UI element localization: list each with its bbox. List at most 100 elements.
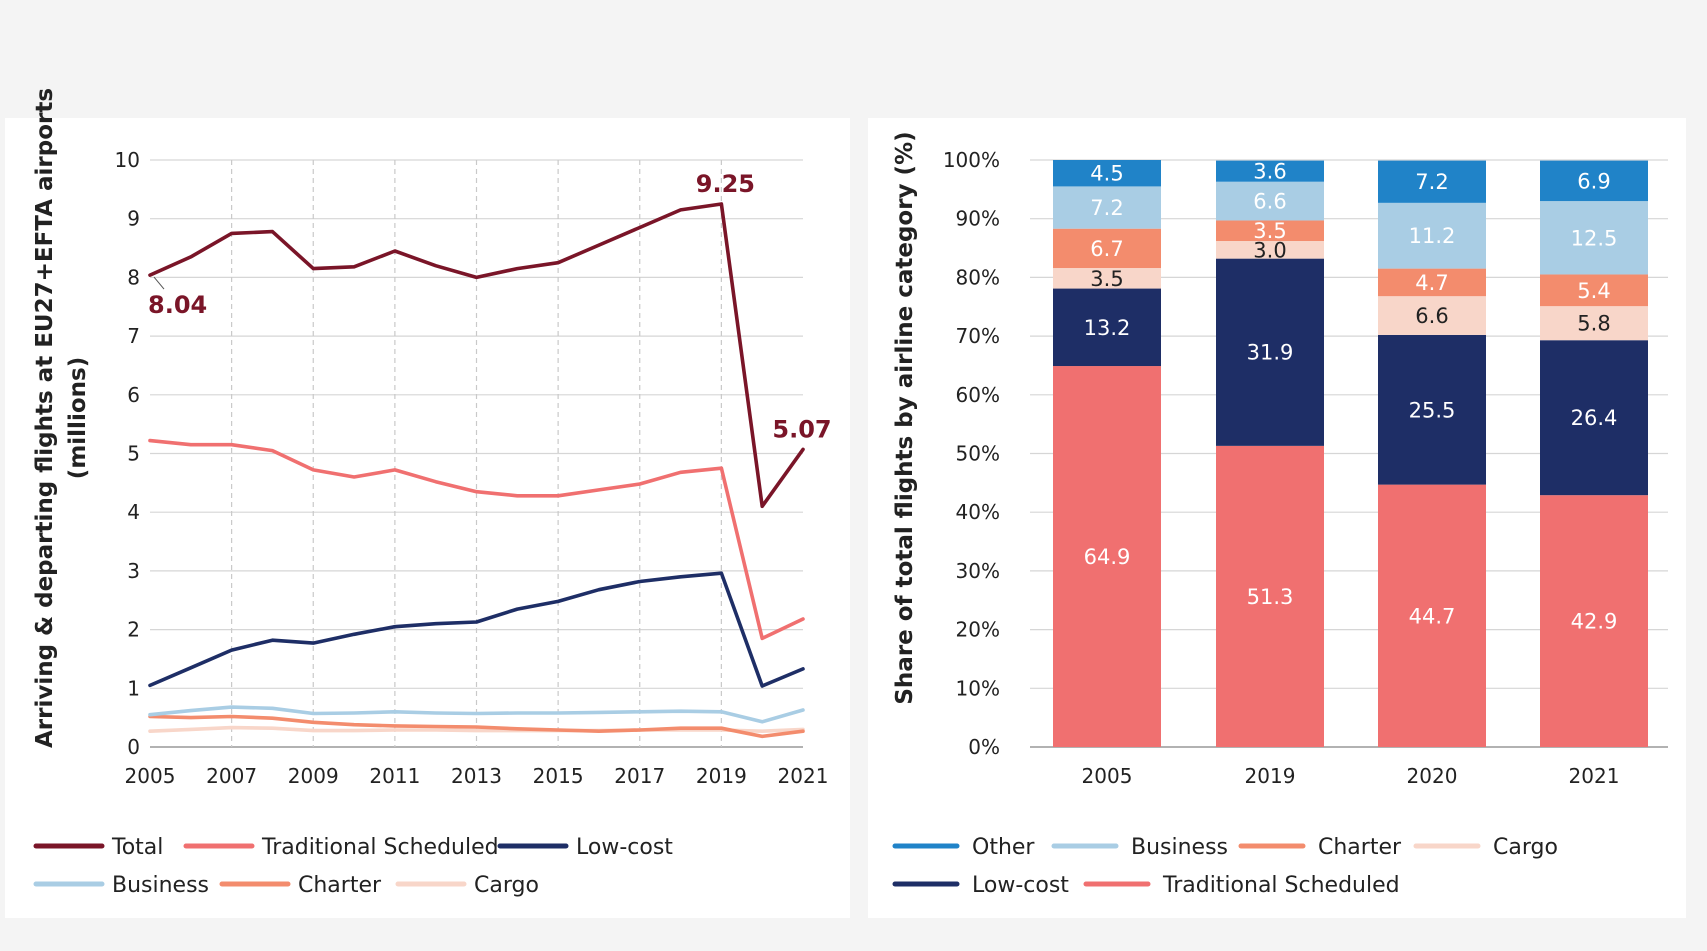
line-xtick-2005: 2005: [125, 764, 176, 788]
bar-segment-other-2021: [1540, 160, 1648, 202]
line-chart-ylabel-line1: Arriving & departing flights at EU27+EFT…: [32, 88, 58, 748]
data-label-low-cost-2020: 25.5: [1409, 398, 1456, 422]
data-label-other-2019: 3.6: [1253, 160, 1286, 184]
bar-segment-business-2019: [1216, 181, 1324, 221]
bar-legend-label-low-cost: Low-cost: [972, 873, 1069, 898]
bar-legend-label-business: Business: [1131, 835, 1228, 860]
data-label-business-2019: 6.6: [1253, 190, 1286, 214]
data-label-traditional-scheduled-2021: 42.9: [1571, 610, 1618, 634]
line-xtick-2011: 2011: [369, 764, 420, 788]
data-label-traditional-scheduled-2020: 44.7: [1409, 604, 1456, 628]
legend-label-total: Total: [111, 835, 163, 860]
line-ytick-2: 2: [127, 618, 140, 642]
annotation-9-25: 9.25: [696, 170, 755, 198]
bar-ytick-20: 20%: [956, 618, 1000, 642]
data-label-low-cost-2005: 13.2: [1084, 316, 1131, 340]
legend-label-traditional-scheduled: Traditional Scheduled: [261, 835, 499, 860]
bar-segment-charter-2019: [1216, 220, 1324, 242]
bar-xtick-2005: 2005: [1082, 764, 1133, 788]
series-line-traditional-scheduled: [148, 438, 805, 641]
data-label-business-2005: 7.2: [1090, 196, 1123, 220]
bar-segment-low-cost-2005: [1053, 288, 1161, 367]
bar-segment-traditional-scheduled-2021: [1540, 495, 1648, 747]
line-xtick-2009: 2009: [288, 764, 339, 788]
bar-legend-label-charter: Charter: [1318, 835, 1402, 860]
line-xtick-2013: 2013: [451, 764, 502, 788]
bar-xtick-2021: 2021: [1569, 764, 1620, 788]
bar-segment-other-2005: [1053, 160, 1161, 187]
bar-ytick-60: 60%: [956, 383, 1000, 407]
line-xtick-2017: 2017: [614, 764, 665, 788]
data-label-charter-2019: 3.5: [1253, 219, 1286, 243]
data-label-cargo-2020: 6.6: [1415, 304, 1448, 328]
bar-segment-low-cost-2021: [1540, 340, 1648, 496]
bar-segment-low-cost-2019: [1216, 258, 1324, 446]
line-ytick-1: 1: [127, 676, 140, 700]
bar-ytick-90: 90%: [956, 207, 1000, 231]
data-label-charter-2020: 4.7: [1415, 271, 1448, 295]
bar-segment-business-2005: [1053, 186, 1161, 229]
line-xtick-2015: 2015: [533, 764, 584, 788]
bar-ytick-70: 70%: [956, 324, 1000, 348]
bar-segment-traditional-scheduled-2020: [1378, 484, 1486, 747]
data-label-business-2021: 12.5: [1571, 226, 1618, 250]
bar-ytick-10: 10%: [956, 676, 1000, 700]
bar-legend-label-traditional-scheduled: Traditional Scheduled: [1162, 873, 1400, 898]
data-label-other-2021: 6.9: [1577, 169, 1610, 193]
bar-ytick-80: 80%: [956, 265, 1000, 289]
bar-segment-business-2020: [1378, 202, 1486, 269]
data-label-other-2005: 4.5: [1090, 162, 1123, 186]
line-ytick-0: 0: [127, 735, 140, 759]
data-label-low-cost-2019: 31.9: [1247, 341, 1294, 365]
annotation-8-04: 8.04: [148, 291, 207, 319]
data-label-charter-2021: 5.4: [1577, 279, 1610, 303]
line-ytick-10: 10: [115, 148, 140, 172]
bar-xtick-2019: 2019: [1245, 764, 1296, 788]
bar-segment-other-2019: [1216, 160, 1324, 182]
line-ytick-6: 6: [127, 383, 140, 407]
line-ytick-5: 5: [127, 442, 140, 466]
bar-segment-business-2021: [1540, 201, 1648, 275]
bar-xtick-2020: 2020: [1407, 764, 1458, 788]
series-line-low-cost: [148, 571, 805, 688]
bar-segment-cargo-2021: [1540, 306, 1648, 341]
legend-label-cargo: Cargo: [474, 873, 539, 898]
series-line-business: [148, 705, 805, 724]
legend-label-business: Business: [112, 873, 209, 898]
line-chart-panel: [5, 118, 850, 918]
line-xtick-2007: 2007: [206, 764, 257, 788]
annotation-leader-8-04: [153, 276, 165, 290]
bar-ytick-0: 0%: [968, 735, 1000, 759]
data-label-low-cost-2021: 26.4: [1571, 406, 1618, 430]
bar-legend-label-other: Other: [972, 835, 1035, 860]
bar-legend-label-cargo: Cargo: [1493, 835, 1558, 860]
bar-segment-cargo-2020: [1378, 296, 1486, 335]
data-label-cargo-2005: 3.5: [1090, 267, 1123, 291]
line-ytick-4: 4: [127, 500, 140, 524]
bar-chart-ylabel: Share of total flights by airline catego…: [892, 131, 918, 704]
line-ytick-3: 3: [127, 559, 140, 583]
bar-segment-cargo-2019: [1216, 241, 1324, 259]
bar-segment-charter-2020: [1378, 268, 1486, 297]
bar-segment-low-cost-2020: [1378, 334, 1486, 485]
data-label-cargo-2019: 3.0: [1253, 238, 1286, 262]
annotation-5-07: 5.07: [772, 415, 831, 443]
legend-label-charter: Charter: [298, 873, 382, 898]
legend-label-low-cost: Low-cost: [576, 835, 673, 860]
data-label-cargo-2021: 5.8: [1577, 312, 1610, 336]
bar-ytick-30: 30%: [956, 559, 1000, 583]
bar-segment-cargo-2005: [1053, 268, 1161, 289]
bar-ytick-40: 40%: [956, 500, 1000, 524]
bar-ytick-50: 50%: [956, 442, 1000, 466]
line-chart-ylabel-line2: (millions): [65, 357, 91, 479]
line-ytick-7: 7: [127, 324, 140, 348]
bar-segment-traditional-scheduled-2019: [1216, 445, 1324, 747]
data-label-charter-2005: 6.7: [1090, 237, 1123, 261]
data-label-business-2020: 11.2: [1409, 224, 1456, 248]
line-xtick-2019: 2019: [696, 764, 747, 788]
bar-ytick-100: 100%: [943, 148, 1000, 172]
data-label-traditional-scheduled-2019: 51.3: [1247, 585, 1294, 609]
bar-segment-charter-2005: [1053, 228, 1161, 269]
bar-segment-traditional-scheduled-2005: [1053, 366, 1161, 747]
